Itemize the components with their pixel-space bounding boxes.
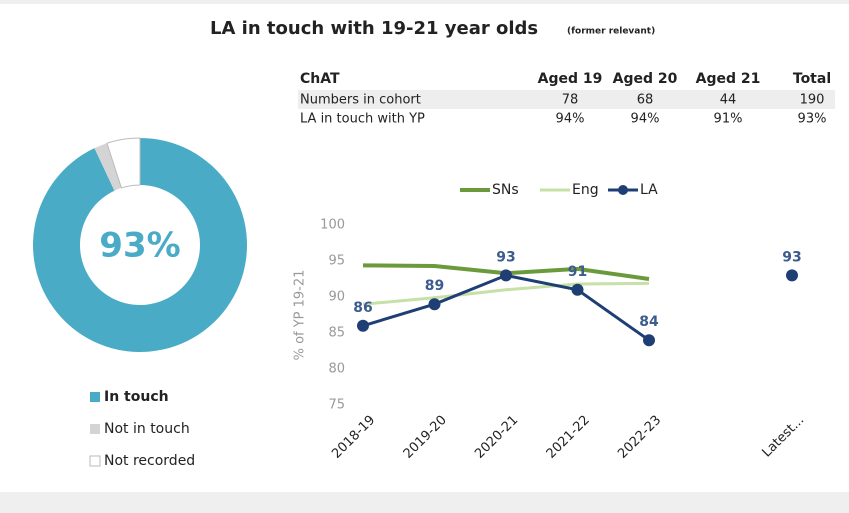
data-label: 91: [568, 264, 587, 280]
x-tick-label: 2019-20: [401, 413, 450, 462]
table-cell: 68: [637, 93, 654, 108]
legend-label: Not recorded: [104, 453, 195, 469]
table-row-bg: [298, 90, 835, 109]
legend-marker: [618, 185, 628, 195]
x-tick-label: 2021-22: [544, 413, 593, 462]
data-point: [357, 319, 369, 332]
legend-swatch: [90, 392, 100, 402]
y-tick-label: 100: [320, 218, 345, 233]
data-label: 93: [782, 249, 801, 265]
table-header: ChAT: [300, 71, 340, 87]
legend-label: Not in touch: [104, 421, 190, 437]
table-header: Total: [793, 71, 831, 87]
x-tick-label: 2020-21: [472, 413, 521, 462]
table-cell: Numbers in cohort: [300, 93, 421, 108]
data-point: [571, 283, 584, 296]
data-point: [428, 298, 441, 311]
table-header: Aged 19: [538, 71, 603, 87]
data-point: [500, 269, 512, 282]
table-cell: 93%: [798, 112, 827, 127]
x-tick-label: 2022-23: [615, 413, 664, 462]
top-strip: [0, 0, 849, 4]
series-line: [362, 281, 650, 306]
table-cell: 78: [562, 93, 579, 108]
y-tick-label: 80: [328, 362, 345, 377]
y-axis-label: % of YP 19-21: [293, 270, 308, 361]
table-cell: 190: [800, 93, 825, 108]
donut-slice: [106, 137, 141, 189]
legend-label: In touch: [104, 389, 169, 405]
table-cell: 94%: [556, 112, 585, 127]
table-cell: 94%: [631, 112, 660, 127]
title: LA in touch with 19-21 year olds: [210, 18, 538, 39]
data-point: [786, 269, 798, 282]
y-tick-label: 85: [328, 326, 345, 341]
table-header: Aged 21: [696, 71, 761, 87]
data-label: 86: [353, 300, 372, 316]
donut-slice: [94, 143, 122, 191]
table-cell: 44: [720, 93, 737, 108]
data-point: [643, 334, 655, 347]
data-label: 84: [639, 314, 659, 330]
bottom-strip: [0, 492, 849, 513]
legend-swatch: [90, 424, 100, 434]
y-tick-label: 75: [328, 398, 345, 413]
legend-label: SNs: [492, 182, 519, 198]
y-tick-label: 90: [328, 290, 345, 305]
legend-swatch: [89, 455, 101, 467]
data-label: 93: [496, 249, 515, 265]
data-label: 89: [425, 278, 444, 294]
subtitle: (former relevant): [567, 27, 655, 37]
table-cell: 91%: [714, 112, 743, 127]
legend-label: LA: [640, 182, 658, 198]
table-header: Aged 20: [613, 71, 678, 87]
x-tick-label: Latest...: [760, 413, 808, 461]
donut-slice: [32, 138, 247, 352]
x-tick-label: 2018-19: [329, 413, 378, 462]
table-cell: LA in touch with YP: [300, 112, 425, 127]
y-tick-label: 95: [328, 254, 345, 269]
legend-label: Eng: [572, 182, 599, 198]
donut-center-label: 93%: [99, 226, 180, 266]
